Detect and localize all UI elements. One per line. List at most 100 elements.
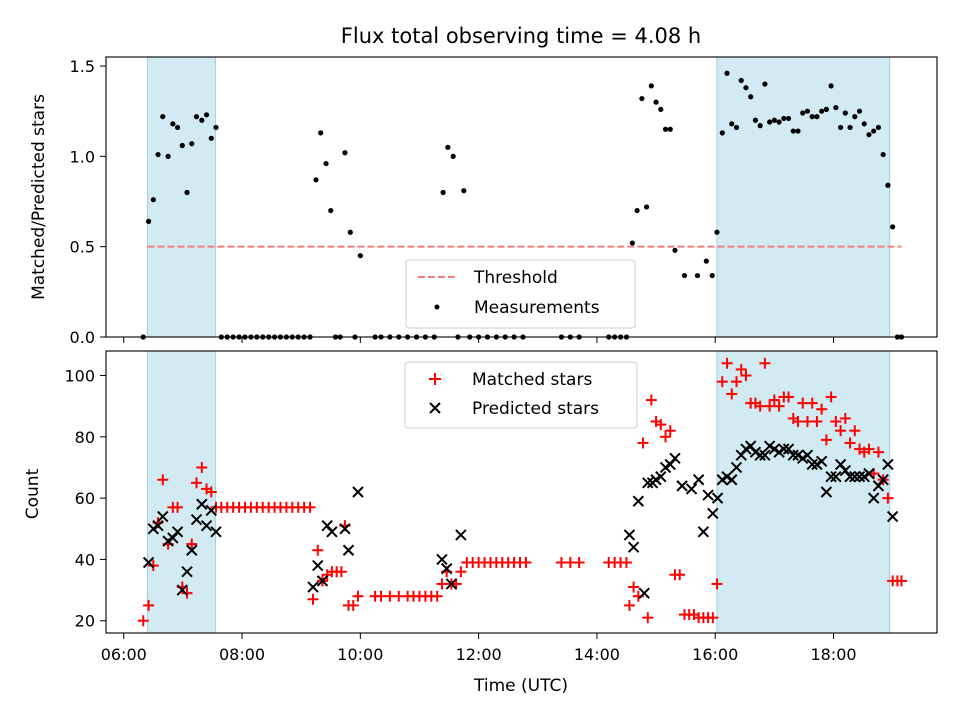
bottom-legend-box bbox=[404, 361, 638, 429]
matched-star-point bbox=[849, 425, 861, 437]
legend-matched-swatch bbox=[429, 373, 441, 385]
predicted-star-point bbox=[436, 553, 448, 566]
predicted-star-point bbox=[702, 489, 714, 501]
matched-star-point bbox=[186, 538, 198, 550]
matched-star-point bbox=[839, 412, 851, 424]
top-shaded-intervals bbox=[146, 56, 891, 338]
measurement-point bbox=[318, 130, 324, 136]
predicted-star-point bbox=[312, 559, 324, 572]
measurement-point bbox=[823, 106, 829, 112]
bottom-axes-frame bbox=[105, 350, 938, 634]
matched-star-point bbox=[628, 581, 640, 593]
matched-star-point bbox=[352, 590, 364, 602]
predicted-star-point bbox=[849, 470, 861, 483]
predicted-star-point bbox=[455, 529, 467, 541]
measurement-point bbox=[776, 119, 782, 125]
shaded-interval bbox=[716, 350, 891, 634]
predicted-star-point bbox=[868, 492, 880, 504]
bottom-y-ticks: 20 40 60 80 100 bbox=[64, 367, 106, 631]
count-panel: 20 40 60 80 100 06:00 08:00 10:00 12:00 14:00 16:… bbox=[23, 350, 938, 696]
matched-stars-points bbox=[137, 357, 908, 627]
x-tick-label: 10:00 bbox=[337, 645, 383, 664]
predicted-star-point bbox=[142, 556, 155, 569]
measurement-point bbox=[694, 272, 701, 279]
measurement-point bbox=[445, 144, 451, 150]
predicted-star-point bbox=[200, 520, 213, 532]
y-tick-label: 1.5 bbox=[70, 57, 95, 76]
legend-measurements-swatch bbox=[434, 304, 440, 310]
predicted-star-point bbox=[440, 562, 453, 575]
matched-star-point bbox=[768, 394, 780, 406]
measurement-point bbox=[738, 77, 744, 84]
measurement-point bbox=[639, 95, 645, 102]
x-tick-label: 06:00 bbox=[101, 645, 147, 664]
x-tick-label: 08:00 bbox=[219, 645, 265, 664]
matched-star-point bbox=[307, 593, 319, 605]
predicted-star-point bbox=[825, 470, 837, 483]
measurement-point bbox=[165, 153, 171, 159]
matched-star-point bbox=[730, 376, 742, 388]
measurement-point bbox=[833, 104, 839, 111]
bottom-x-ticks: 06:00 08:00 10:00 12:00 14:00 16:00 18:00 bbox=[101, 633, 857, 664]
measurement-point bbox=[733, 124, 740, 131]
measurement-point bbox=[461, 188, 467, 194]
y-tick-label: 40 bbox=[75, 550, 95, 569]
matched-star-point bbox=[797, 397, 809, 409]
measurement-point bbox=[785, 115, 792, 122]
measurement-point bbox=[885, 182, 891, 188]
measurement-point bbox=[709, 272, 715, 279]
predicted-star-point bbox=[863, 467, 875, 480]
predicted-star-point bbox=[711, 492, 724, 504]
y-tick-label: 1.0 bbox=[70, 147, 95, 166]
measurement-point bbox=[837, 124, 844, 131]
x-axis-label: Time (UTC) bbox=[473, 676, 568, 696]
predicted-star-point bbox=[726, 474, 738, 486]
bottom-y-axis-label: Count bbox=[23, 468, 43, 519]
measurement-point bbox=[150, 197, 156, 203]
predicted-star-point bbox=[692, 474, 705, 486]
measurement-point bbox=[767, 119, 773, 125]
predicted-star-point bbox=[352, 486, 364, 498]
predicted-star-point bbox=[676, 480, 688, 492]
top-axes-frame bbox=[105, 56, 938, 338]
predicted-star-point bbox=[759, 449, 771, 461]
measurement-point bbox=[662, 126, 669, 132]
predicted-star-point bbox=[623, 529, 636, 541]
measurement-point bbox=[748, 94, 754, 100]
predicted-star-point bbox=[778, 443, 790, 455]
top-legend-box bbox=[405, 259, 636, 329]
y-tick-label: 60 bbox=[75, 489, 95, 508]
measurement-point bbox=[804, 108, 811, 114]
measurement-point bbox=[643, 204, 650, 210]
predicted-star-point bbox=[820, 486, 833, 498]
top-legend: Threshold Measurements bbox=[405, 259, 636, 329]
predicted-star-point bbox=[707, 507, 719, 520]
predicted-star-point bbox=[815, 455, 828, 468]
measurement-point bbox=[313, 177, 319, 183]
predicted-star-point bbox=[806, 458, 818, 471]
matched-star-point bbox=[637, 437, 649, 449]
measurement-point bbox=[809, 114, 815, 120]
measurement-point bbox=[357, 253, 363, 259]
top-x-ticks bbox=[123, 337, 834, 343]
legend-matched-label: Matched stars bbox=[472, 370, 592, 390]
matched-star-point bbox=[792, 416, 804, 427]
y-tick-label: 0.0 bbox=[70, 328, 95, 347]
predicted-star-point bbox=[205, 504, 217, 517]
matched-star-point bbox=[642, 612, 654, 624]
measurement-point bbox=[672, 247, 678, 253]
measurement-point bbox=[724, 70, 730, 76]
measurement-point bbox=[174, 124, 181, 131]
predicted-star-point bbox=[730, 461, 743, 474]
matched-star-point bbox=[347, 599, 359, 611]
predicted-star-point bbox=[642, 477, 654, 489]
matched-star-point bbox=[335, 566, 347, 578]
measurement-point bbox=[871, 128, 877, 134]
predicted-star-point bbox=[307, 581, 319, 593]
matched-star-point bbox=[190, 477, 202, 489]
predicted-star-point bbox=[685, 483, 698, 495]
predicted-star-point bbox=[886, 510, 899, 523]
matched-star-point bbox=[816, 403, 828, 415]
matched-star-point bbox=[863, 443, 875, 455]
predicted-stars-points bbox=[142, 440, 899, 599]
